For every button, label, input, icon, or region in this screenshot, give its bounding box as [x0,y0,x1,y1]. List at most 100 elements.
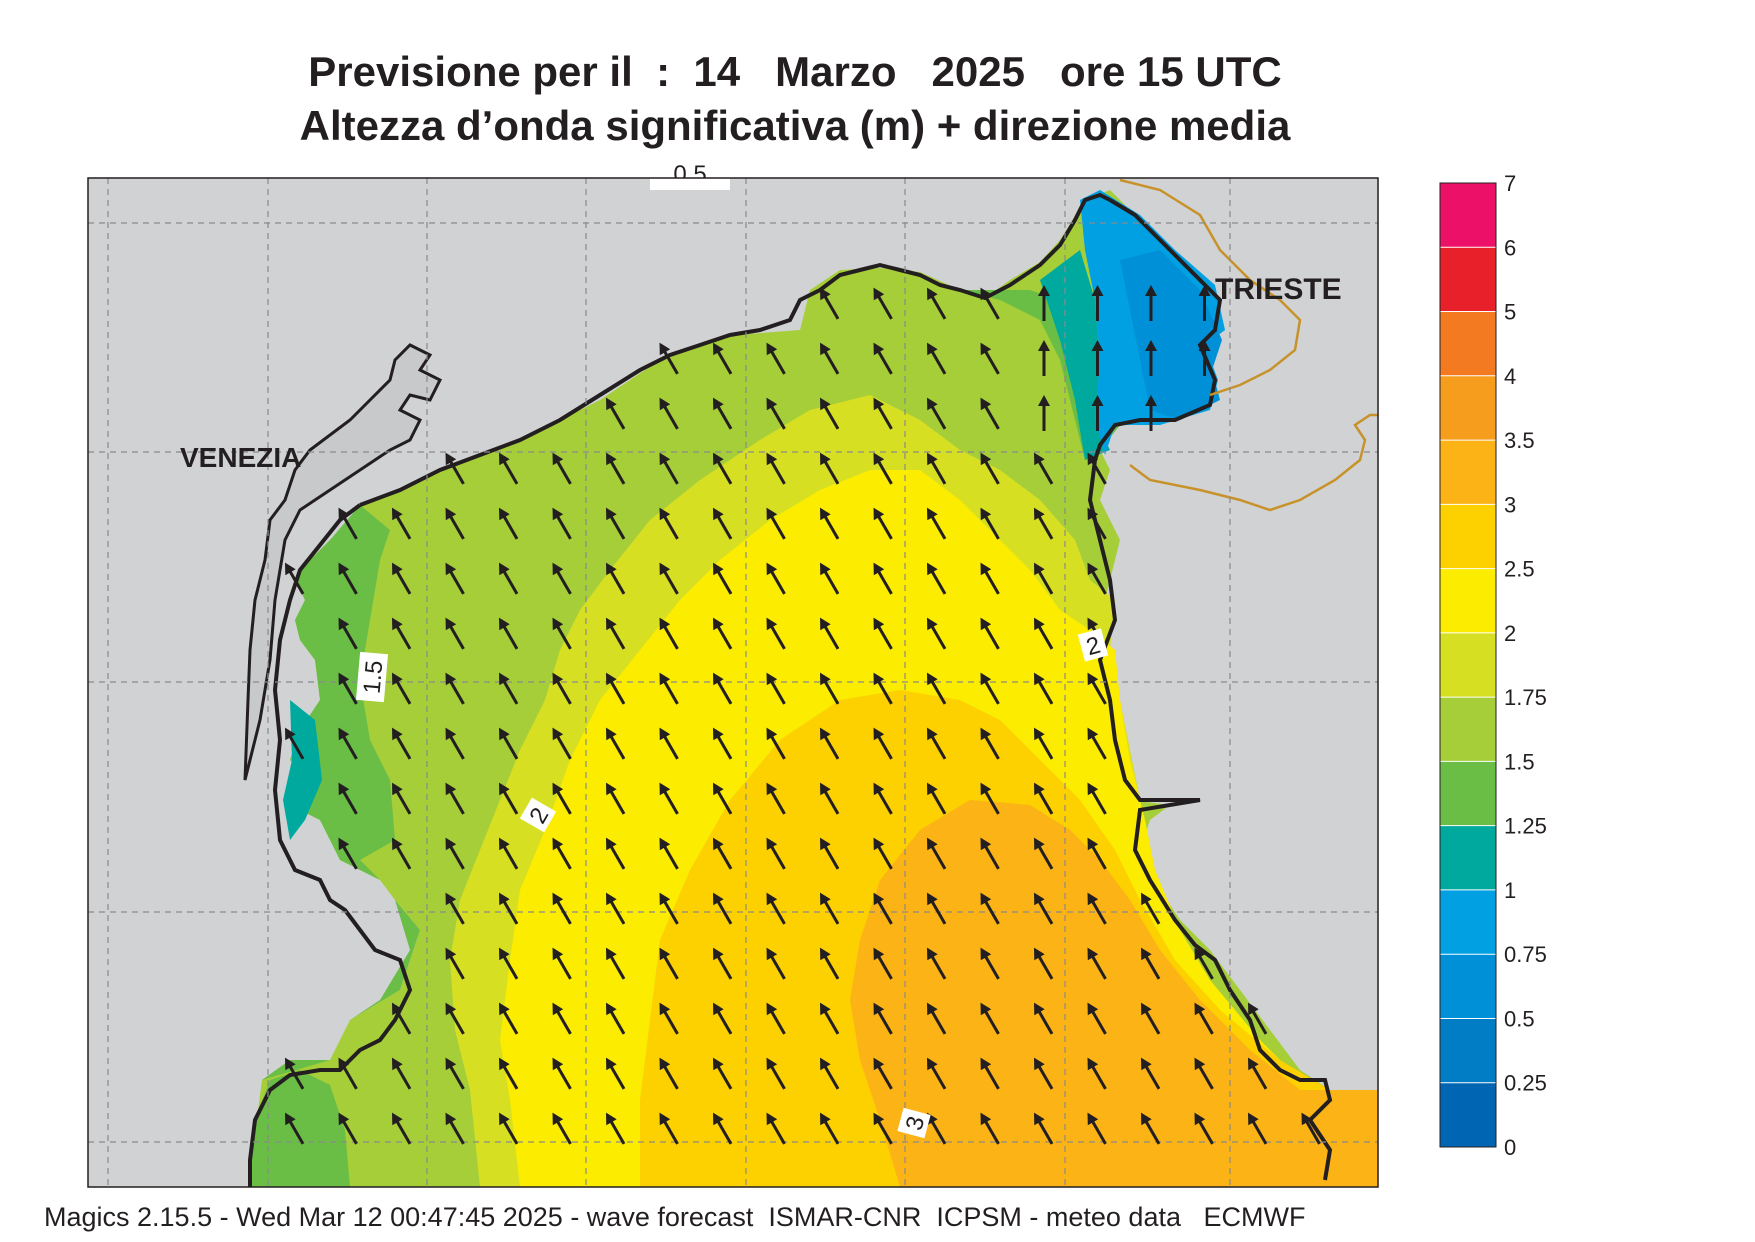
direction-arrow [766,1112,786,1145]
direction-arrow [552,1002,572,1035]
direction-arrow [713,727,733,760]
direction-arrow [766,837,786,870]
direction-arrow [552,782,572,815]
legend-swatch [1440,954,1496,1019]
direction-arrow [820,672,840,705]
direction-arrow [285,727,305,760]
direction-arrow [659,782,679,815]
direction-arrow [552,672,572,705]
legend-frame [1439,182,1497,1148]
legend-tick-label: 7 [1504,171,1516,196]
direction-arrow [1194,947,1214,980]
legend-tick-label: 1.25 [1504,814,1547,839]
direction-arrow [873,287,893,320]
direction-arrow [1038,395,1050,431]
direction-arrow [445,1112,465,1145]
direction-arrow [1087,672,1107,705]
venice-lagoon [243,343,443,781]
direction-arrow [338,672,358,705]
coastline-trieste [1093,198,1223,461]
direction-arrow [713,342,733,375]
direction-arrow [1091,285,1104,321]
direction-arrow [445,507,465,540]
legend-tick-label: 5 [1504,300,1516,325]
direction-arrow [392,727,412,760]
direction-arrow [980,672,1000,705]
legend-swatch [1440,697,1496,762]
direction-arrow [927,782,947,815]
direction-arrow [445,727,465,760]
direction-arrow [980,617,1000,650]
direction-arrow [980,892,1000,925]
direction-arrow [873,837,893,870]
direction-arrow [980,507,1000,540]
legend-tick-label: 1 [1504,878,1516,903]
direction-arrow [873,727,893,760]
direction-arrow [927,397,947,430]
direction-arrow [927,507,947,540]
legend-tick-label: 2.5 [1504,557,1535,582]
direction-arrow [766,452,786,485]
direction-arrow [552,1112,572,1145]
direction-arrow [820,837,840,870]
direction-arrow [338,727,358,760]
direction-arrow [820,397,840,430]
direction-arrow [820,892,840,925]
direction-arrow [552,452,572,485]
direction-arrow [1034,892,1054,925]
direction-arrow [1091,395,1104,431]
direction-arrow [713,947,733,980]
direction-arrow [606,452,626,485]
contour-label-2-east: 2 [1077,628,1109,662]
direction-arrow [980,452,1000,485]
direction-arrow [552,562,572,595]
direction-arrow [1248,1002,1268,1035]
direction-arrow [820,1002,840,1035]
city-label-venezia: VENEZIA [180,442,301,473]
direction-arrow [1034,947,1054,980]
direction-arrow [659,562,679,595]
direction-arrow [820,452,840,485]
direction-arrow [392,562,412,595]
direction-arrow [766,1002,786,1035]
direction-arrow [392,1002,412,1035]
coastline-north [359,192,1111,507]
direction-arrow [606,782,626,815]
direction-arrow [1087,892,1107,925]
direction-arrow [766,397,786,430]
legend-tick-label: 6 [1504,235,1516,260]
legend-swatch [1440,568,1496,633]
legend-tick-label: 4 [1504,364,1516,389]
direction-arrow [713,507,733,540]
direction-arrow [1034,837,1054,870]
direction-arrow [445,617,465,650]
legend-swatch [1440,440,1496,505]
legend-swatch [1440,825,1496,890]
direction-arrow [445,1057,465,1090]
direction-arrow [659,452,679,485]
direction-arrow [820,727,840,760]
direction-arrow [820,287,840,320]
direction-arrow [392,672,412,705]
direction-arrow [1087,727,1107,760]
direction-arrow [1087,947,1107,980]
direction-arrow [1301,1112,1321,1145]
direction-arrow [392,1057,412,1090]
contour-label-1-5: 1.5 [355,651,388,703]
map-frame [87,177,1379,1188]
direction-arrow [1034,1057,1054,1090]
direction-arrow [713,1002,733,1035]
direction-arrow [873,507,893,540]
direction-arrow [1145,340,1157,376]
legend-tick-label: 3 [1504,492,1516,517]
direction-arrow [927,892,947,925]
direction-arrow [873,782,893,815]
direction-arrow [392,617,412,650]
direction-arrow [1194,1112,1214,1145]
direction-arrow [1034,562,1054,595]
direction-arrow [1034,452,1054,485]
direction-arrow [285,562,305,595]
direction-arrow [338,1057,358,1090]
direction-arrow [606,617,626,650]
direction-arrow [659,947,679,980]
